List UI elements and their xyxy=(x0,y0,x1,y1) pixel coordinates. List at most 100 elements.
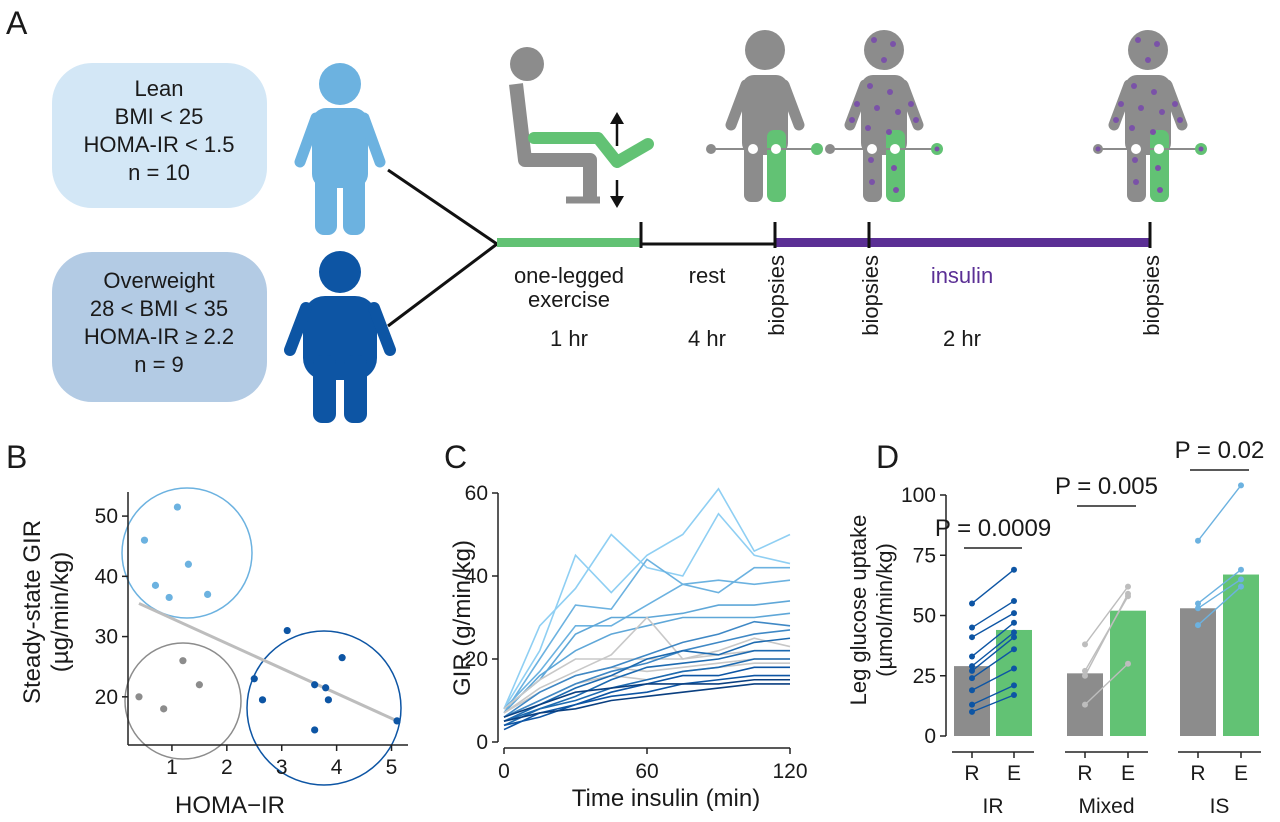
panel-label-b: B xyxy=(6,439,27,475)
panel-d-pair-point-exercise xyxy=(1011,682,1017,689)
panel-b-xlabel: HOMA−IR xyxy=(175,792,285,819)
panel-d-pair-point-exercise xyxy=(1011,634,1017,641)
panel-d-p-value: P = 0.02 xyxy=(1175,437,1265,464)
biopsy-label-1: biopsies xyxy=(764,255,789,336)
panel-d-y-tick-label: 50 xyxy=(913,605,936,628)
rest-label: rest xyxy=(689,263,726,288)
biopsy-label-2: biopsies xyxy=(858,255,883,336)
panel-b-point xyxy=(311,726,319,734)
panel-b-point xyxy=(195,681,203,689)
exercise-bar xyxy=(497,238,641,247)
panel-b-x-tick-label: 5 xyxy=(386,756,398,779)
panel-d-pair-point-rest xyxy=(1195,622,1201,629)
panel-d-pair-point-rest xyxy=(969,653,975,660)
panel-b-point xyxy=(160,705,168,713)
panel-d-pair-point-rest xyxy=(1082,701,1088,708)
panel-b-y-tick-label: 40 xyxy=(95,565,118,588)
exercise-duration: 1 hr xyxy=(550,326,588,351)
biopsy-label-3: biopsies xyxy=(1139,255,1164,336)
panel-b-x-tick-label: 1 xyxy=(166,756,178,779)
mixed-cluster-circle xyxy=(124,642,242,760)
lean-cluster-circle xyxy=(121,487,253,619)
panel-d-pair-point-rest xyxy=(969,634,975,641)
panel-c-series-line xyxy=(503,579,791,710)
panel-d-pair-point-rest xyxy=(1195,605,1201,612)
panel-c-xlabel: Time insulin (min) xyxy=(572,785,760,812)
panel-d-bar-rest xyxy=(1180,608,1216,736)
panel-d-pair-point-exercise xyxy=(1011,629,1017,636)
panel-d-pair-point-exercise xyxy=(1011,692,1017,699)
panel-b-point xyxy=(135,693,143,701)
panel-c-x-tick-label: 120 xyxy=(772,760,807,783)
overweight-line-4: n = 9 xyxy=(134,352,184,377)
panel-a: Lean BMI < 25 HOMA-IR < 1.5 n = 10 Overw… xyxy=(52,30,1207,423)
exercise-label-line-1: one-legged xyxy=(514,263,624,288)
panel-b-point xyxy=(338,654,346,662)
panel-c-series-line xyxy=(503,678,790,718)
panel-c-series-line xyxy=(503,616,791,714)
panel-d-pair-point-rest xyxy=(969,624,975,631)
insulin-bar xyxy=(775,238,1150,247)
panel-d-pair-line xyxy=(971,612,1015,638)
lean-connector-line xyxy=(387,168,498,246)
overweight-group-box xyxy=(52,252,267,402)
panel-d-pair-point-rest xyxy=(1082,641,1088,648)
panel-d-pair-point-exercise xyxy=(1011,610,1017,617)
panel-c-series-line xyxy=(503,658,790,727)
panel-d-pair-line xyxy=(1084,663,1129,706)
overweight-person-icon xyxy=(284,251,396,423)
lean-group-box xyxy=(52,63,267,208)
panel-b-scatter: 1 2 3 4 5 20 30 40 50 HOMA−IR Steady-state GIR (… xyxy=(19,487,408,819)
biopsy-figure-2-icon xyxy=(825,30,943,202)
panel-d-pair-line xyxy=(971,622,1015,658)
panel-b-y-tick-label: 50 xyxy=(95,505,118,528)
panel-b-y-tick-label: 20 xyxy=(95,686,118,709)
panel-d-pair-point-rest xyxy=(969,663,975,670)
panel-d-bar-exercise xyxy=(1110,610,1146,736)
panel-d-y-tick-label: 0 xyxy=(924,725,936,748)
panel-b-trend-line xyxy=(138,602,398,723)
panel-c-series-line xyxy=(503,620,791,718)
lean-line-2: BMI < 25 xyxy=(115,104,204,129)
panel-b-point xyxy=(184,560,192,568)
panel-d-bar-label-e: E xyxy=(1234,762,1248,785)
panel-b-point xyxy=(151,581,160,589)
panel-d-pair-line xyxy=(971,600,1015,629)
biopsy-figure-3-icon xyxy=(1093,30,1207,202)
panel-label-a: A xyxy=(6,5,28,41)
panel-d-ylabel-line-2: (µmol/min/kg) xyxy=(872,543,897,677)
panel-b-point xyxy=(179,657,187,665)
panel-c-series-line xyxy=(503,558,790,714)
panel-d-pair-point-rest xyxy=(969,687,975,694)
panel-d-group-label: Mixed xyxy=(1078,795,1134,818)
panel-d-pair-point-exercise xyxy=(1238,576,1244,583)
panel-c-line: 0 60 120 0 20 40 60 Time insulin (min) GIR (g/… xyxy=(449,482,808,812)
panel-d-pair-point-rest xyxy=(1195,537,1201,544)
panel-d-pair-line xyxy=(1084,586,1129,645)
insulin-label: insulin xyxy=(931,263,993,288)
panel-d-pair-point-rest xyxy=(969,708,975,715)
panel-d-pair-point-exercise xyxy=(1011,619,1017,626)
panel-b-x-tick-label: 3 xyxy=(276,756,288,779)
panel-d-pair-point-rest xyxy=(969,600,975,607)
overweight-connector-line xyxy=(387,242,498,328)
panel-d-pair-line xyxy=(971,667,1015,691)
panel-c-y-tick-label: 0 xyxy=(476,731,488,754)
biopsy-figure-1-icon xyxy=(706,30,823,202)
lean-line-1: Lean xyxy=(135,76,184,101)
panel-b-point xyxy=(204,590,212,599)
panel-c-series-line xyxy=(503,674,790,727)
panel-b-point xyxy=(165,593,173,602)
panel-b-point xyxy=(250,675,258,683)
insulin-duration: 2 hr xyxy=(943,326,981,351)
panel-c-x-tick-label: 60 xyxy=(635,760,658,783)
panel-d-pair-line xyxy=(1197,578,1242,609)
panel-d-pair-line xyxy=(971,684,1015,706)
panel-c-y-tick-label: 40 xyxy=(465,565,488,588)
panel-c-x-tick-label: 0 xyxy=(498,760,510,783)
panel-d-bar-label-e: E xyxy=(1007,762,1021,785)
panel-d-pair-point-exercise xyxy=(1011,566,1017,573)
panel-d-bar-label-r: R xyxy=(964,762,979,785)
